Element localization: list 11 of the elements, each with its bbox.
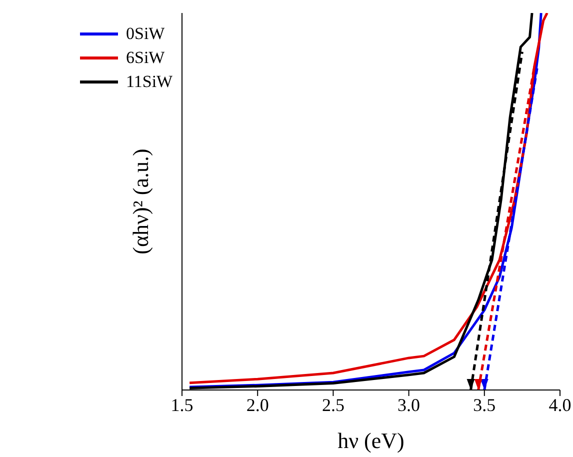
y-axis-title: (αhν)² (a.u.) <box>128 148 153 254</box>
legend-label: 6SiW <box>126 48 165 68</box>
x-tick-label: 1.5 <box>170 394 194 415</box>
x-tick-label: 3.5 <box>473 394 496 415</box>
legend-label: 11SiW <box>126 72 173 92</box>
x-tick-label: 2.0 <box>246 394 269 415</box>
x-tick-label: 2.5 <box>322 394 344 415</box>
x-tick-label: 4.0 <box>548 394 572 415</box>
x-tick-label: 3.0 <box>398 394 420 415</box>
x-axis-title: hν (eV) <box>338 428 404 453</box>
legend-label: 0SiW <box>126 24 165 44</box>
